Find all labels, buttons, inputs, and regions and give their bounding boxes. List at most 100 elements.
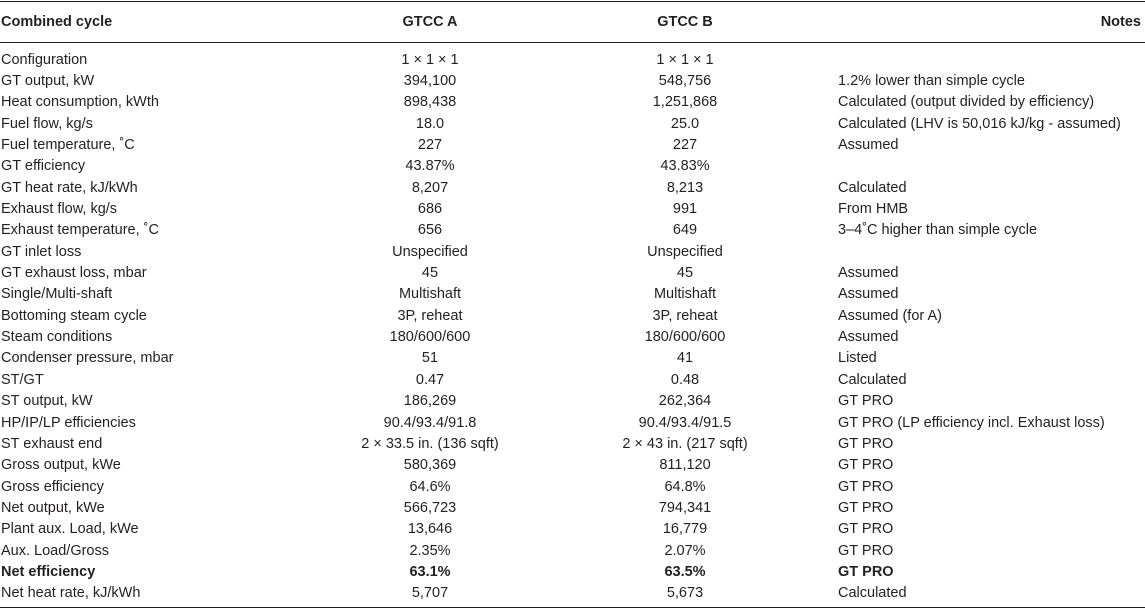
table-row: Heat consumption, kWth 898,438 1,251,868 Ca…: [0, 92, 1145, 113]
row-label: GT output, kW: [1, 73, 95, 90]
row-label: Net heat rate, kJ/kWh: [1, 585, 141, 602]
gtcc-a-value: 1 × 1 × 1: [401, 51, 459, 68]
row-label: ST exhaust end: [1, 435, 103, 452]
row-note: Calculated: [838, 371, 907, 388]
gtcc-b-value: 43.83%: [660, 158, 710, 175]
row-label: Heat consumption, kWth: [1, 94, 159, 111]
gtcc-a-value: 0.47: [415, 371, 445, 388]
gtcc-a-value: 186,269: [403, 393, 457, 410]
gtcc-b-value: 0.48: [670, 371, 700, 388]
gtcc-a-value: 18.0: [415, 115, 445, 132]
gtcc-b-value: Multishaft: [653, 286, 717, 303]
row-label: Net efficiency: [1, 563, 96, 580]
row-note: Calculated (output divided by efficiency…: [838, 94, 1095, 111]
table-row: Configuration 1 × 1 × 1 1 × 1 × 1: [0, 49, 1145, 70]
gtcc-a-value: 2.35%: [409, 542, 451, 559]
table-row: Exhaust temperature, ˚C 656 649 3–4˚C highe…: [0, 220, 1145, 241]
gtcc-b-value: 2.07%: [664, 542, 706, 559]
gtcc-a-value: 45: [421, 265, 439, 282]
bottom-rule: [0, 607, 1145, 608]
table-row: Steam conditions 180/600/600 180/600/600 As…: [0, 326, 1145, 347]
gtcc-b-value: 794,341: [658, 499, 712, 516]
row-note: GT PRO: [838, 499, 894, 516]
row-label: GT efficiency: [1, 158, 86, 175]
table-row: GT output, kW 394,100 548,756 1.2% lower th…: [0, 70, 1145, 91]
header-gtcc-b: GTCC B: [657, 14, 713, 30]
row-note: GT PRO: [838, 457, 894, 474]
row-note: GT PRO (LP efficiency incl. Exhaust loss…: [838, 414, 1105, 431]
row-note: Calculated: [838, 585, 907, 602]
row-label: Single/Multi-shaft: [1, 286, 113, 303]
gtcc-b-value: 811,120: [659, 457, 711, 474]
gtcc-b-value: 25.0: [670, 115, 700, 132]
gtcc-b-value: 45: [676, 265, 694, 282]
gtcc-a-value: 580,369: [403, 457, 457, 474]
gtcc-a-value: 656: [417, 222, 443, 239]
table-row: GT exhaust loss, mbar 45 45 Assumed: [0, 262, 1145, 283]
row-note: 3–4˚C higher than simple cycle: [838, 222, 1038, 239]
row-label: Gross output, kWe: [1, 457, 121, 474]
table-row: HP/IP/LP efficiencies 90.4/93.4/91.8 90.4/…: [0, 412, 1145, 433]
row-label: GT heat rate, kJ/kWh: [1, 179, 138, 196]
top-rule: [0, 1, 1145, 2]
row-label: Gross efficiency: [1, 478, 104, 495]
header-combined-cycle: Combined cycle: [1, 14, 113, 30]
gtcc-a-value: 686: [417, 201, 443, 218]
gtcc-a-value: 43.87%: [405, 158, 455, 175]
gtcc-b-value: 8,213: [666, 179, 704, 196]
gtcc-a-value: 2 × 33.5 in. (136 sqft): [361, 435, 499, 452]
gtcc-a-value: 64.6%: [409, 478, 451, 495]
table-row: GT heat rate, kJ/kWh 8,207 8,213 Calculated: [0, 177, 1145, 198]
row-label: Fuel temperature, ˚C: [1, 137, 135, 154]
gtcc-a-value: 180/600/600: [389, 329, 471, 346]
row-note: GT PRO: [838, 521, 894, 538]
gtcc-a-value: 227: [417, 137, 443, 154]
row-label: Fuel flow, kg/s: [1, 115, 93, 132]
gtcc-b-value: 227: [672, 137, 698, 154]
table-row: Plant aux. Load, kWe 13,646 16,779 GT PRO: [0, 519, 1145, 540]
row-label: Plant aux. Load, kWe: [1, 521, 139, 538]
gtcc-a-value: 63.1%: [409, 563, 451, 580]
gtcc-b-value: 180/600/600: [644, 329, 726, 346]
gtcc-a-value: 394,100: [403, 73, 457, 90]
row-note: GT PRO: [838, 435, 894, 452]
gtcc-a-value: 3P, reheat: [397, 307, 463, 324]
table-row: Net efficiency 63.1% 63.5% GT PRO: [0, 561, 1145, 582]
row-note: GT PRO: [838, 393, 894, 410]
gtcc-b-value: 262,364: [658, 393, 712, 410]
gtcc-b-value: 41: [676, 350, 694, 367]
row-label: Exhaust temperature, ˚C: [1, 222, 159, 239]
gtcc-a-value: 51: [421, 350, 439, 367]
row-note: Assumed: [838, 329, 899, 346]
row-label: Bottoming steam cycle: [1, 307, 147, 324]
row-note: From HMB: [838, 201, 909, 218]
gtcc-b-value: 649: [672, 222, 698, 239]
row-note: GT PRO: [838, 478, 894, 495]
table-row: Single/Multi-shaft Multishaft Multishaft As…: [0, 284, 1145, 305]
gtcc-b-value: 16,779: [662, 521, 708, 538]
gtcc-b-value: 64.8%: [664, 478, 706, 495]
table-row: Bottoming steam cycle 3P, reheat 3P, rehea…: [0, 305, 1145, 326]
table-row: Gross output, kWe 580,369 811,120 GT PRO: [0, 455, 1145, 476]
gtcc-b-value: 3P, reheat: [652, 307, 718, 324]
gtcc-b-value: 548,756: [658, 73, 712, 90]
gtcc-b-value: 991: [672, 201, 698, 218]
row-note: Listed: [838, 350, 877, 367]
table-row: Aux. Load/Gross 2.35% 2.07% GT PRO: [0, 540, 1145, 561]
gtcc-a-value: 13,646: [407, 521, 453, 538]
row-note: Assumed: [838, 137, 899, 154]
header-notes: Notes: [1100, 14, 1141, 30]
gtcc-a-value: 5,707: [411, 585, 449, 602]
table-row: Condenser pressure, mbar 51 41 Listed: [0, 348, 1145, 369]
row-label: GT inlet loss: [1, 243, 82, 260]
table-row: Fuel flow, kg/s 18.0 25.0 Calculated (LHV i…: [0, 113, 1145, 134]
row-label: Configuration: [1, 51, 88, 68]
row-note: GT PRO: [838, 542, 894, 559]
table-row: Net output, kWe 566,723 794,341 GT PRO: [0, 497, 1145, 518]
gtcc-a-value: 8,207: [411, 179, 449, 196]
gtcc-b-value: Unspecified: [647, 243, 723, 260]
row-label: Condenser pressure, mbar: [1, 350, 174, 367]
row-note: Calculated (LHV is 50,016 kJ/kg - assume…: [838, 115, 1121, 132]
header-gtcc-a: GTCC A: [402, 14, 458, 30]
